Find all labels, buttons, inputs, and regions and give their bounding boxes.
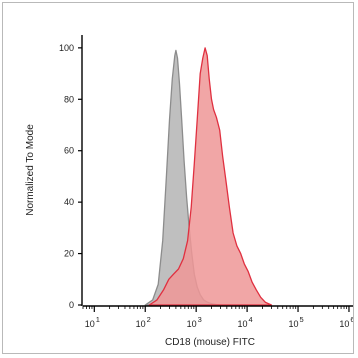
x-tick-label: 101 <box>85 315 100 329</box>
y-tick-label: 40 <box>64 197 74 207</box>
y-tick-label: 100 <box>59 43 74 53</box>
x-tick-label: 106 <box>339 315 353 329</box>
y-tick-label: 60 <box>64 146 74 156</box>
x-axis-title: CD18 (mouse) FITC <box>165 337 255 348</box>
histogram-series-2 <box>148 47 273 306</box>
histogram-chart: 0 20 40 60 80 100 101 102 103 104 105 106 CD18 (mou… <box>25 35 353 348</box>
y-tick-label: 80 <box>64 94 74 104</box>
x-tick-label: 103 <box>187 315 202 329</box>
chart-frame: 0 20 40 60 80 100 101 102 103 104 105 106 CD18 (mou… <box>2 2 354 354</box>
x-tick-label: 104 <box>238 315 253 329</box>
x-tick-label: 105 <box>288 315 303 329</box>
tick-layer: 0 20 40 60 80 100 101 102 103 104 105 106 <box>59 43 353 329</box>
series-layer <box>144 47 273 306</box>
y-tick-label: 0 <box>69 300 74 310</box>
x-tick-label: 102 <box>136 315 151 329</box>
y-axis-title: Normalized To Mode <box>25 124 36 216</box>
y-tick-label: 20 <box>64 249 74 259</box>
